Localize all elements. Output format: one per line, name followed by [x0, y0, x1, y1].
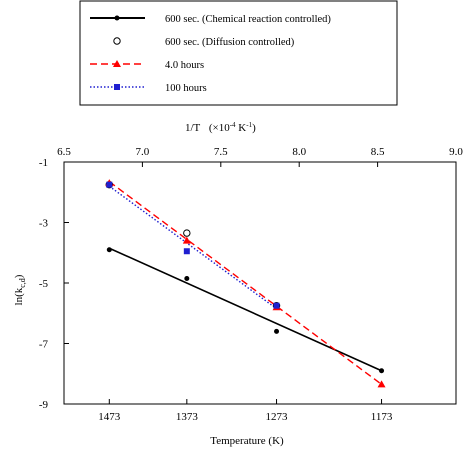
x-tick-label: 1173 [371, 411, 393, 423]
series-3-point [273, 302, 280, 309]
y-tick-label: -1 [39, 157, 48, 169]
y-axis: -1 -3 -5 -7 -9 [39, 157, 69, 411]
series-0-point [274, 328, 280, 334]
y-tick-label: -3 [39, 218, 49, 230]
legend: 600 sec. (Chemical reaction controlled) 6… [79, 0, 398, 106]
series-2-point [182, 236, 191, 244]
series-3-line [108, 185, 277, 310]
legend-marker-2 [113, 60, 121, 67]
legend-label-2: 4.0 hours [165, 60, 204, 71]
x-axis-label: Temperature (K) [210, 435, 284, 447]
series-2-line [108, 181, 382, 385]
legend-marker-1 [113, 37, 121, 45]
top-tick-label: 8.5 [371, 146, 385, 158]
x-axis: 1473 1373 1273 1173 [98, 399, 393, 423]
plot-frame [63, 161, 457, 405]
top-axis: 6.5 7.0 7.5 8.0 8.5 9.0 [57, 146, 463, 167]
top-tick-label: 9.0 [449, 146, 463, 158]
legend-label-3: 100 hours [165, 83, 207, 94]
fit-lines [108, 181, 382, 385]
y-tick-label: -9 [39, 399, 49, 411]
y-tick-label: -5 [39, 278, 49, 290]
legend-marker-3 [114, 84, 120, 90]
legend-label-0: 600 sec. (Chemical reaction controlled) [165, 14, 331, 25]
x-tick-label: 1473 [98, 411, 121, 423]
top-tick-label: 8.0 [292, 146, 306, 158]
series-0-point [184, 275, 190, 281]
top-tick-label: 6.5 [57, 146, 71, 158]
x-tick-label: 1373 [176, 411, 199, 423]
top-tick-label: 7.0 [136, 146, 150, 158]
series-0-point [106, 247, 112, 253]
top-axis-label: 1/T (×10-4 K-1) [185, 121, 256, 134]
series-0-point [379, 368, 385, 374]
data-markers [105, 179, 386, 388]
series-1-point [183, 229, 191, 237]
legend-marker-0 [114, 15, 120, 21]
x-tick-label: 1273 [266, 411, 289, 423]
series-3-point [106, 181, 113, 188]
series-0-line [108, 247, 382, 372]
series-3-point [183, 248, 190, 255]
legend-label-1: 600 sec. (Diffusion controlled) [165, 37, 295, 48]
top-tick-label: 7.5 [214, 146, 228, 158]
y-axis-label: ln(kc,d) [13, 274, 27, 305]
y-tick-label: -7 [39, 339, 49, 351]
series-2-point [377, 380, 386, 388]
